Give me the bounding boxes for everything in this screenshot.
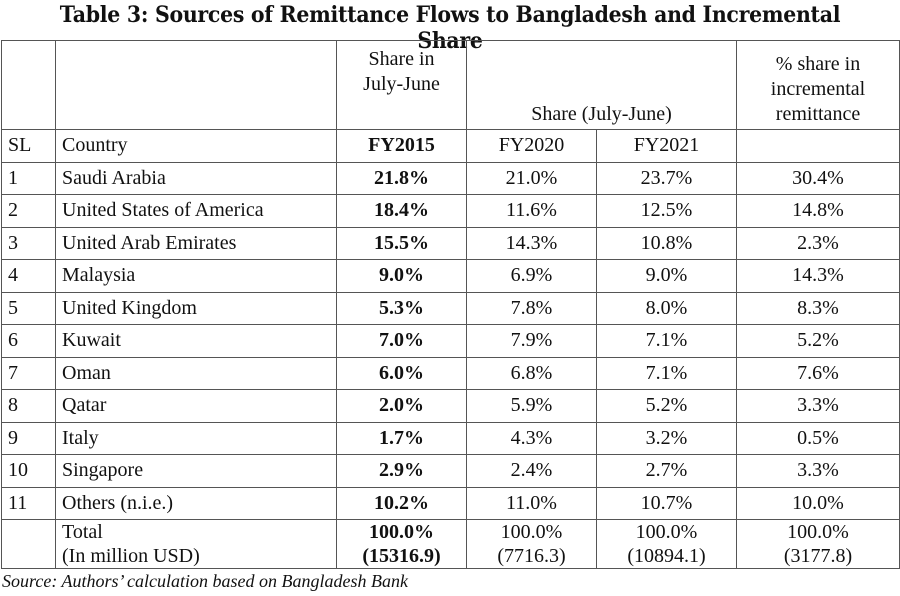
table-row: 2 United States of America 18.4% 11.6% 12.5%…: [1, 194, 900, 228]
country-cell: Qatar: [55, 389, 337, 423]
sl-cell: 1: [1, 161, 56, 195]
header-fy2020: FY2020: [466, 129, 597, 163]
fy2015-cell: 18.4%: [336, 194, 467, 228]
fy2021-cell: 5.2%: [596, 389, 737, 423]
sl-cell: 3: [1, 226, 56, 260]
table-row: 5 United Kingdom 5.3% 7.8% 8.0% 8.3%: [1, 291, 900, 325]
fy2021-cell: 2.7%: [596, 454, 737, 488]
header-share-in-july-june: Share in July-June: [336, 40, 467, 130]
incremental-share-cell: 10.0%: [736, 486, 900, 520]
country-cell: Singapore: [55, 454, 337, 488]
fy2021-cell: 7.1%: [596, 356, 737, 390]
sl-cell: 9: [1, 421, 56, 455]
table-row: 9 Italy 1.7% 4.3% 3.2% 0.5%: [1, 421, 900, 455]
fy2015-cell: 9.0%: [336, 259, 467, 293]
country-cell: United Arab Emirates: [55, 226, 337, 260]
incremental-share-cell: 5.2%: [736, 324, 900, 358]
fy2021-cell: 7.1%: [596, 324, 737, 358]
sl-cell: 11: [1, 486, 56, 520]
country-cell: Italy: [55, 421, 337, 455]
fy2015-cell: 6.0%: [336, 356, 467, 390]
fy2021-cell: 10.8%: [596, 226, 737, 260]
source-note: Source: Authors’ calculation based on Ba…: [2, 571, 408, 591]
table-row: 10 Singapore 2.9% 2.4% 2.7% 3.3%: [1, 454, 900, 488]
fy2020-cell: 7.9%: [466, 324, 597, 358]
country-cell: United States of America: [55, 194, 337, 228]
sl-cell: 2: [1, 194, 56, 228]
fy2015-cell: 1.7%: [336, 421, 467, 455]
header-country: Country: [55, 129, 337, 163]
table-row: 8 Qatar 2.0% 5.9% 5.2% 3.3%: [1, 389, 900, 423]
fy2020-cell: 21.0%: [466, 161, 597, 195]
fy2021-cell: 23.7%: [596, 161, 737, 195]
incremental-share-cell: 3.3%: [736, 454, 900, 488]
fy2021-cell: 8.0%: [596, 291, 737, 325]
incremental-share-cell: 30.4%: [736, 161, 900, 195]
fy2015-cell: 5.3%: [336, 291, 467, 325]
sl-cell: 5: [1, 291, 56, 325]
header-row: Share in July-June Share (July-June) % sh…: [1, 40, 900, 130]
incremental-share-cell: 7.6%: [736, 356, 900, 390]
fy2020-cell: 11.6%: [466, 194, 597, 228]
total-row: Total (In million USD) 100.0% (15316.9) 10…: [1, 519, 900, 569]
fy2020-cell: 6.9%: [466, 259, 597, 293]
table-row: 4 Malaysia 9.0% 6.9% 9.0% 14.3%: [1, 259, 900, 293]
fy2015-cell: 2.9%: [336, 454, 467, 488]
header-sl: SL: [1, 129, 56, 163]
header-incremental-share: % share in incremental remittance: [736, 40, 900, 130]
fy2021-cell: 9.0%: [596, 259, 737, 293]
country-cell: Others (n.i.e.): [55, 486, 337, 520]
table-row: 11 Others (n.i.e.) 10.2% 11.0% 10.7% 10.0%: [1, 486, 900, 520]
country-cell: Malaysia: [55, 259, 337, 293]
fy2015-cell: 2.0%: [336, 389, 467, 423]
country-cell: Oman: [55, 356, 337, 390]
total-fy2020: 100.0% (7716.3): [466, 519, 597, 569]
sl-cell: 6: [1, 324, 56, 358]
country-cell: United Kingdom: [55, 291, 337, 325]
incremental-share-cell: 14.8%: [736, 194, 900, 228]
table-row: 1 Saudi Arabia 21.8% 21.0% 23.7% 30.4%: [1, 161, 900, 195]
header-share-july-june: Share (July-June): [466, 40, 737, 130]
header-fy2021: FY2021: [596, 129, 737, 163]
country-cell: Saudi Arabia: [55, 161, 337, 195]
fy2015-cell: 10.2%: [336, 486, 467, 520]
sl-cell: 7: [1, 356, 56, 390]
fy2020-cell: 7.8%: [466, 291, 597, 325]
total-incremental: 100.0% (3177.8): [736, 519, 900, 569]
fy2015-cell: 15.5%: [336, 226, 467, 260]
column-header-row: SL Country FY2015 FY2020 FY2021: [1, 129, 900, 163]
incremental-share-cell: 8.3%: [736, 291, 900, 325]
table-row: 7 Oman 6.0% 6.8% 7.1% 7.6%: [1, 356, 900, 390]
total-label: Total (In million USD): [55, 519, 337, 569]
table-row: 3 United Arab Emirates 15.5% 14.3% 10.8% 2.3%: [1, 226, 900, 260]
fy2015-cell: 21.8%: [336, 161, 467, 195]
fy2021-cell: 10.7%: [596, 486, 737, 520]
fy2020-cell: 11.0%: [466, 486, 597, 520]
total-fy2021: 100.0% (10894.1): [596, 519, 737, 569]
fy2015-cell: 7.0%: [336, 324, 467, 358]
fy2020-cell: 2.4%: [466, 454, 597, 488]
fy2020-cell: 4.3%: [466, 421, 597, 455]
incremental-share-cell: 3.3%: [736, 389, 900, 423]
fy2020-cell: 6.8%: [466, 356, 597, 390]
incremental-share-cell: 0.5%: [736, 421, 900, 455]
sl-cell: 4: [1, 259, 56, 293]
fy2020-cell: 5.9%: [466, 389, 597, 423]
incremental-share-cell: 14.3%: [736, 259, 900, 293]
fy2021-cell: 12.5%: [596, 194, 737, 228]
incremental-share-cell: 2.3%: [736, 226, 900, 260]
header-fy2015: FY2015: [336, 129, 467, 163]
fy2020-cell: 14.3%: [466, 226, 597, 260]
table-row: 6 Kuwait 7.0% 7.9% 7.1% 5.2%: [1, 324, 900, 358]
remittance-table: Share in July-June Share (July-June) % sh…: [1, 40, 900, 569]
sl-cell: 10: [1, 454, 56, 488]
country-cell: Kuwait: [55, 324, 337, 358]
total-fy2015: 100.0% (15316.9): [336, 519, 467, 569]
sl-cell: 8: [1, 389, 56, 423]
fy2021-cell: 3.2%: [596, 421, 737, 455]
